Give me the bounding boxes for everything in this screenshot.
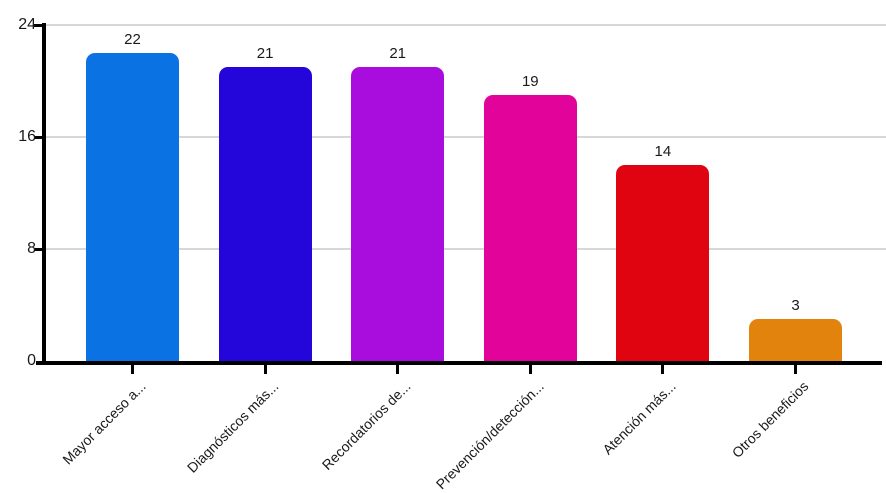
bar[interactable] <box>218 67 312 361</box>
x-axis-tick <box>396 365 400 374</box>
bar-value-label: 19 <box>521 73 539 90</box>
bar[interactable] <box>749 319 842 361</box>
bar-slot: 3 <box>749 25 842 361</box>
bar-value-label: 22 <box>124 31 141 48</box>
x-axis-tick <box>661 365 665 374</box>
y-axis-tick <box>34 24 42 27</box>
bar-slot: 22 <box>86 25 179 361</box>
bar-slot: 14 <box>616 25 710 361</box>
bar-value-label: 21 <box>389 45 407 62</box>
x-axis-tick-label: Otros beneficios <box>728 378 812 461</box>
x-axis-tick <box>131 365 134 374</box>
x-axis-tick-label: Diagnósticos más... <box>183 378 282 476</box>
bar-value-label: 21 <box>256 45 274 62</box>
x-axis-line <box>36 361 882 365</box>
y-axis-tick-label: 0 <box>27 352 36 369</box>
x-axis-tick-label: Recordatorios de... <box>319 378 415 473</box>
bar[interactable] <box>86 53 179 361</box>
y-axis-tick-label: 8 <box>27 240 36 257</box>
y-axis-line <box>42 23 46 365</box>
x-axis-tick-label: Prevención/detección... <box>432 378 547 493</box>
x-axis-tick-label: Atención más... <box>599 378 680 458</box>
x-axis-tick <box>263 365 267 374</box>
bar[interactable] <box>616 165 710 361</box>
bar-slot: 21 <box>351 25 445 361</box>
bar[interactable] <box>351 67 445 361</box>
bar-slot: 21 <box>218 25 312 361</box>
x-axis-tick-label: Mayor acceso a... <box>59 378 149 468</box>
bar-slot: 19 <box>483 25 577 361</box>
x-axis-tick <box>794 365 797 374</box>
y-axis-tick-label: 16 <box>18 128 36 145</box>
y-axis-tick <box>34 136 42 139</box>
bar[interactable] <box>483 95 577 361</box>
x-axis-tick <box>528 365 532 374</box>
bar-value-label: 3 <box>791 297 800 314</box>
y-axis-tick-label: 24 <box>18 16 36 33</box>
bar-value-label: 14 <box>654 143 672 160</box>
y-axis-tick <box>34 248 42 251</box>
